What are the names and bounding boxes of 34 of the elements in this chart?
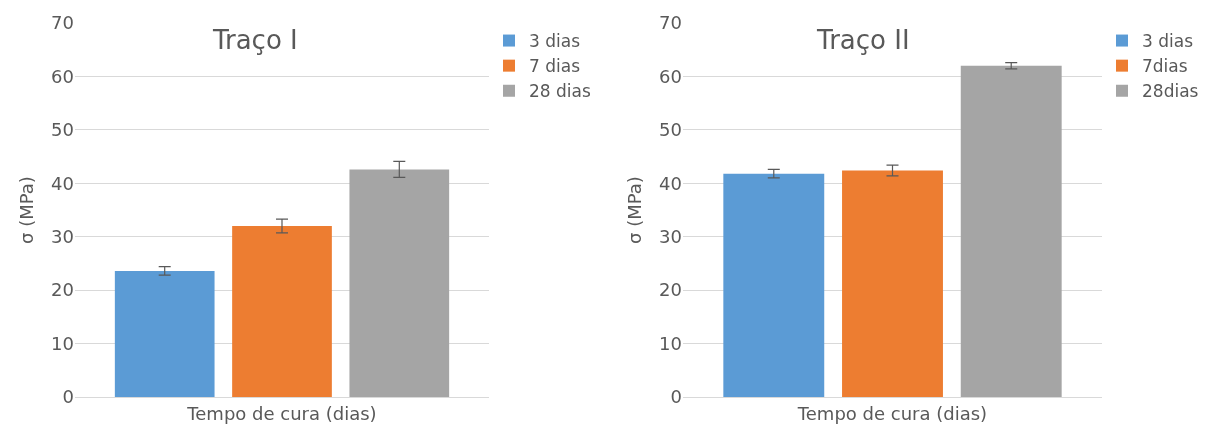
legend-label: 3 dias [529, 31, 581, 52]
legend-label: 7dias [1142, 56, 1188, 77]
y-tick-label: 40 [51, 172, 74, 194]
chart-title: Traço II [816, 25, 910, 56]
legend-label: 28 dias [529, 81, 591, 102]
bar [349, 169, 450, 397]
bar [842, 170, 943, 397]
y-tick-label: 10 [659, 332, 682, 354]
y-tick-label: 20 [51, 279, 74, 301]
bar [723, 173, 825, 397]
y-tick-label: 70 [659, 12, 682, 34]
y-axis-title: σ (MPa) [16, 176, 38, 244]
y-tick-label: 30 [659, 226, 682, 248]
y-tick-label: 70 [51, 12, 74, 34]
bar [960, 65, 1062, 397]
chart-title: Traço I [211, 25, 298, 56]
bar [232, 226, 332, 397]
y-axis-title: σ (MPa) [624, 176, 646, 244]
y-tick-label: 0 [62, 386, 74, 408]
bar [114, 270, 215, 397]
x-axis-title: Tempo de cura (dias) [186, 402, 377, 424]
y-tick-label: 20 [659, 279, 682, 301]
y-tick-label: 60 [659, 65, 682, 87]
x-axis-title: Tempo de cura (dias) [796, 402, 988, 424]
legend-label: 7 dias [529, 56, 581, 77]
y-tick-label: 60 [51, 65, 74, 87]
y-tick-label: 30 [51, 226, 74, 248]
y-tick-label: 10 [51, 332, 74, 354]
legend-label: 3 dias [1142, 31, 1194, 52]
y-tick-label: 40 [659, 172, 682, 194]
y-tick-label: 50 [659, 119, 682, 141]
legend-label: 28dias [1142, 81, 1199, 102]
y-tick-label: 0 [670, 386, 682, 408]
y-tick-label: 50 [51, 119, 74, 141]
